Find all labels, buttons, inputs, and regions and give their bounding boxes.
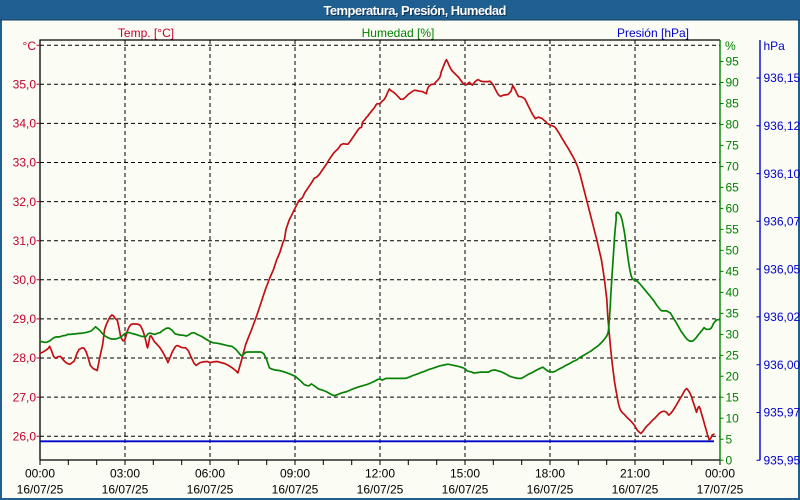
svg-text:17/07/25: 17/07/25 — [697, 483, 744, 497]
svg-text:75: 75 — [726, 139, 740, 153]
svg-text:5: 5 — [726, 433, 733, 447]
svg-text:16/07/25: 16/07/25 — [272, 483, 319, 497]
svg-text:Temperatura, Presión, Humedad: Temperatura, Presión, Humedad — [324, 3, 507, 18]
svg-text:25: 25 — [726, 349, 740, 363]
svg-text:12:00: 12:00 — [365, 467, 395, 481]
svg-text:936,07: 936,07 — [764, 215, 800, 229]
svg-text:hPa: hPa — [764, 39, 786, 53]
svg-text:0: 0 — [726, 454, 733, 468]
svg-text:00:00: 00:00 — [705, 467, 735, 481]
svg-text:33,0: 33,0 — [13, 156, 37, 170]
svg-text:80: 80 — [726, 118, 740, 132]
svg-text:16/07/25: 16/07/25 — [17, 483, 64, 497]
svg-text:31,0: 31,0 — [13, 234, 37, 248]
svg-text:50: 50 — [726, 244, 740, 258]
svg-text:85: 85 — [726, 97, 740, 111]
svg-text:20: 20 — [726, 370, 740, 384]
svg-text:70: 70 — [726, 160, 740, 174]
svg-text:16/07/25: 16/07/25 — [527, 483, 574, 497]
svg-text:45: 45 — [726, 265, 740, 279]
svg-text:34,0: 34,0 — [13, 117, 37, 131]
svg-text:28,0: 28,0 — [13, 351, 37, 365]
svg-text:°C: °C — [23, 39, 37, 53]
svg-text:29,0: 29,0 — [13, 312, 37, 326]
svg-text:Temperatura, Presión, Humedad: Temperatura, Presión, Humedad — [325, 4, 508, 19]
svg-text:95: 95 — [726, 55, 740, 69]
svg-text:55: 55 — [726, 223, 740, 237]
svg-text:35: 35 — [726, 307, 740, 321]
svg-text:936,02: 936,02 — [764, 310, 800, 324]
svg-text:27,0: 27,0 — [13, 390, 37, 404]
svg-text:16/07/25: 16/07/25 — [357, 483, 404, 497]
svg-text:00:00: 00:00 — [25, 467, 55, 481]
svg-text:16/07/25: 16/07/25 — [187, 483, 234, 497]
svg-text:16/07/25: 16/07/25 — [612, 483, 659, 497]
svg-text:936,10: 936,10 — [764, 167, 800, 181]
svg-text:18:00: 18:00 — [535, 467, 565, 481]
svg-text:90: 90 — [726, 76, 740, 90]
svg-text:06:00: 06:00 — [195, 467, 225, 481]
svg-text:35,0: 35,0 — [13, 78, 37, 92]
svg-text:15:00: 15:00 — [450, 467, 480, 481]
svg-text:10: 10 — [726, 412, 740, 426]
svg-text:15: 15 — [726, 391, 740, 405]
svg-text:40: 40 — [726, 286, 740, 300]
svg-text:936,15: 936,15 — [764, 71, 800, 85]
svg-text:16/07/25: 16/07/25 — [442, 483, 489, 497]
svg-text:936,00: 936,00 — [764, 358, 800, 372]
svg-text:30,0: 30,0 — [13, 273, 37, 287]
svg-text:936,12: 936,12 — [764, 119, 800, 133]
svg-text:32,0: 32,0 — [13, 195, 37, 209]
svg-text:935,95: 935,95 — [764, 453, 800, 467]
svg-text:Temp. [°C]: Temp. [°C] — [118, 26, 174, 40]
svg-text:30: 30 — [726, 328, 740, 342]
svg-text:16/07/25: 16/07/25 — [102, 483, 149, 497]
svg-text:65: 65 — [726, 181, 740, 195]
svg-text:21:00: 21:00 — [620, 467, 650, 481]
svg-text:09:00: 09:00 — [280, 467, 310, 481]
svg-text:26,0: 26,0 — [13, 429, 37, 443]
svg-text:03:00: 03:00 — [110, 467, 140, 481]
svg-text:935,97: 935,97 — [764, 406, 800, 420]
svg-text:Presión [hPa]: Presión [hPa] — [617, 26, 689, 40]
svg-text:%: % — [725, 39, 736, 53]
svg-text:Humedad [%]: Humedad [%] — [362, 26, 435, 40]
svg-text:60: 60 — [726, 202, 740, 216]
svg-text:936,05: 936,05 — [764, 262, 800, 276]
